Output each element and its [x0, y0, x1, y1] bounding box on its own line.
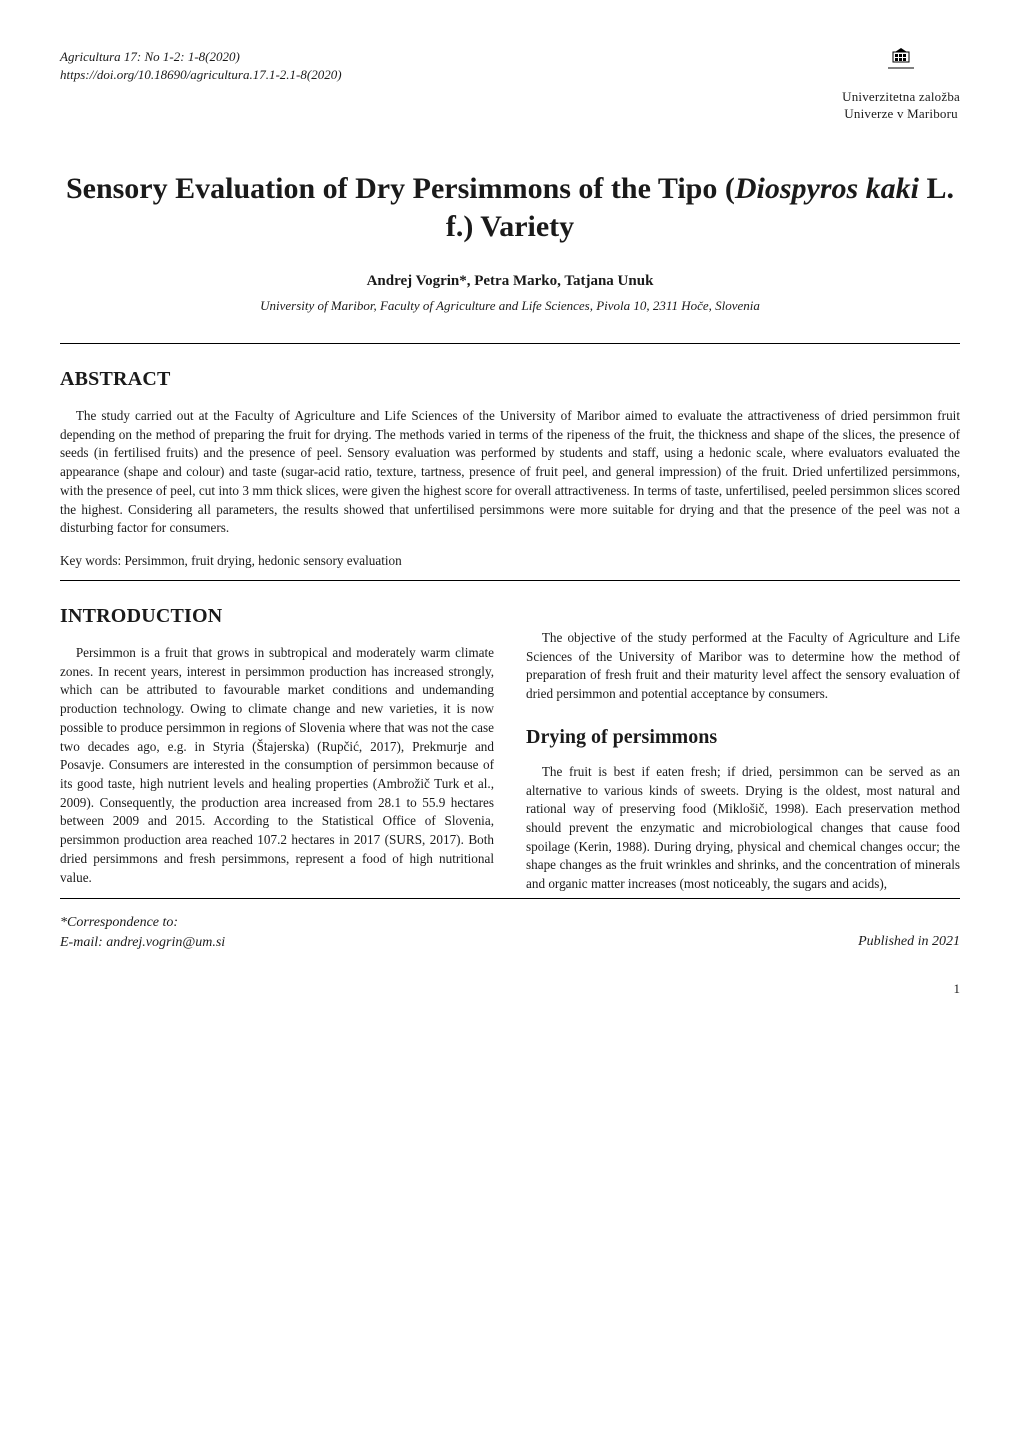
left-column: INTRODUCTION Persimmon is a fruit that g…	[60, 599, 494, 898]
journal-meta: Agricultura 17: No 1-2: 1-8(2020) https:…	[60, 48, 342, 84]
correspondence-block: *Correspondence to: E-mail: andrej.vogri…	[60, 913, 225, 952]
email-label: E-mail:	[60, 935, 103, 950]
rule-below-abstract	[60, 580, 960, 581]
affiliation: University of Maribor, Faculty of Agricu…	[60, 297, 960, 315]
keywords-label: Key words:	[60, 553, 121, 568]
doi: https://doi.org/10.18690/agricultura.17.…	[60, 66, 342, 84]
correspondence-label: *Correspondence to:	[60, 913, 225, 933]
title-latin-name: Diospyros kaki	[735, 172, 919, 205]
title-part1: Sensory Evaluation of Dry Persimmons of …	[66, 172, 735, 205]
body-columns: INTRODUCTION Persimmon is a fruit that g…	[60, 599, 960, 898]
page-number: 1	[60, 980, 960, 998]
abstract-body: The study carried out at the Faculty of …	[60, 407, 960, 538]
intro-paragraph-1: Persimmon is a fruit that grows in subtr…	[60, 644, 494, 888]
rule-above-footer	[60, 898, 960, 899]
journal-citation: Agricultura 17: No 1-2: 1-8(2020)	[60, 48, 342, 66]
keywords: Key words: Persimmon, fruit drying, hedo…	[60, 552, 960, 570]
paper-title: Sensory Evaluation of Dry Persimmons of …	[60, 170, 960, 245]
publisher-logo-icon	[884, 48, 918, 82]
header-row: Agricultura 17: No 1-2: 1-8(2020) https:…	[60, 48, 960, 122]
footer-row: *Correspondence to: E-mail: andrej.vogri…	[60, 913, 960, 952]
drying-paragraph-1: The fruit is best if eaten fresh; if dri…	[526, 763, 960, 894]
email-value: andrej.vogrin@um.si	[106, 935, 225, 950]
publisher-block: Univerzitetna založba Univerze v Maribor…	[842, 48, 960, 122]
keywords-text: Persimmon, fruit drying, hedonic sensory…	[124, 553, 401, 568]
correspondence-email-line: E-mail: andrej.vogrin@um.si	[60, 933, 225, 953]
publisher-name-line2: Univerze v Mariboru	[842, 105, 960, 123]
right-column: The objective of the study performed at …	[526, 599, 960, 898]
rule-above-abstract	[60, 343, 960, 344]
publisher-name-line1: Univerzitetna založba	[842, 88, 960, 106]
heading-drying: Drying of persimmons	[526, 724, 960, 751]
right-col-lead: The objective of the study performed at …	[526, 629, 960, 704]
heading-abstract: ABSTRACT	[60, 366, 960, 393]
published-year: Published in 2021	[858, 933, 960, 952]
heading-introduction: INTRODUCTION	[60, 603, 494, 630]
authors: Andrej Vogrin*, Petra Marko, Tatjana Unu…	[60, 271, 960, 291]
